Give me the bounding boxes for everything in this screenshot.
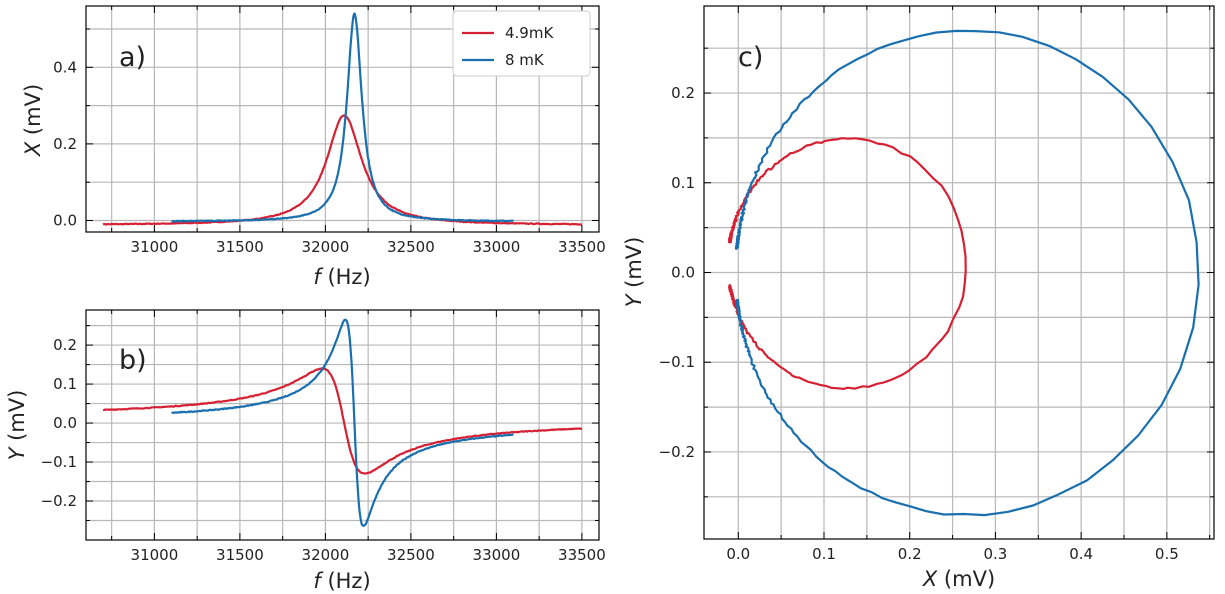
y-tick-label: −0.1 [41, 453, 77, 471]
y-tick-label: 0.1 [53, 375, 77, 393]
panel-b-ylabel: Y (mV) [5, 390, 29, 461]
y-tick-label: 0.1 [671, 174, 695, 192]
panel-c-series [727, 29, 1200, 517]
x-tick-label: 0.2 [898, 545, 922, 563]
panel-a-xlabel-var: f [313, 265, 324, 289]
panel-b-xlabel-unit: (Hz) [321, 569, 371, 593]
panel-a-ticks: 31000 31500 32000 32500 33000 33500 0.0 0.2 0.4 [53, 6, 606, 256]
panel-a-xlabel-unit: (Hz) [321, 265, 371, 289]
panel-c-grid [704, 6, 1214, 539]
panel-a-ylabel: X (mV) [21, 84, 45, 157]
series-line-b-4-9mk [102, 367, 583, 475]
panel-b-grid [86, 310, 599, 540]
y-tick-label: 0.4 [53, 58, 77, 76]
panel-b-label: b) [119, 345, 147, 376]
panel-c-xlabel-unit: (mV) [937, 567, 995, 591]
x-tick-label: 32000 [302, 238, 350, 256]
x-tick-label: 31500 [216, 238, 264, 256]
legend-entry-4-9mk: 4.9mK [505, 24, 554, 42]
panel-b-xlabel-var: f [313, 569, 324, 593]
panel-a-xlabel: f (Hz) [313, 265, 370, 289]
panel-a-frame [85, 5, 600, 233]
panel-b: 31000 31500 32000 32500 33000 33500 −0.2 −0.1 0.… [5, 309, 606, 593]
panel-c-ylabel-unit: (mV) [622, 237, 646, 295]
panel-b-xlabel: f (Hz) [313, 569, 370, 593]
y-tick-label: 0.0 [671, 264, 695, 282]
x-tick-label: 32500 [387, 238, 435, 256]
x-tick-label: 0.0 [726, 545, 750, 563]
panel-c-ylabel-var: Y [622, 292, 646, 307]
panel-a-series [102, 12, 583, 226]
panel-a: 31000 31500 32000 32500 33000 335000.00.20.4 … [21, 5, 606, 289]
y-tick-label: −0.1 [659, 353, 695, 371]
x-tick-label: 33000 [473, 238, 521, 256]
panel-c: 0.0 0.1 0.2 0.3 0.4 0.5 −0.2 −0.1 0.0 0.1 0.2 c) X… [622, 5, 1215, 591]
x-tick-label: 0.3 [983, 545, 1007, 563]
legend: 4.9mK 8 mK [452, 10, 591, 77]
x-tick-label: 31500 [216, 546, 264, 564]
y-tick-label: 0.0 [53, 212, 77, 230]
x-tick-label: 0.5 [1155, 545, 1179, 563]
panel-a-ylabel-unit: (mV) [21, 84, 45, 142]
x-tick-label: 31000 [131, 546, 179, 564]
series-line-c-4-9mk [727, 137, 967, 390]
x-tick-label: 31000 [131, 238, 179, 256]
y-tick-label: 0.2 [53, 336, 77, 354]
y-tick-label: 0.0 [53, 414, 77, 432]
series-line-a-4-9mk [102, 114, 583, 226]
panel-a-ylabel-var: X [21, 141, 45, 157]
series-line-a-8-mk [171, 12, 514, 223]
panel-b-ticks: 31000 31500 32000 32500 33000 33500 −0.2 −0.1 0.… [41, 310, 606, 564]
series-line-c-8-mk [734, 29, 1200, 517]
panel-a-label: a) [119, 42, 146, 73]
x-tick-label: 0.4 [1069, 545, 1093, 563]
panel-b-ylabel-unit: (mV) [5, 390, 29, 448]
x-tick-label: 33500 [558, 546, 606, 564]
x-tick-label: 32000 [302, 546, 350, 564]
legend-entry-8mk: 8 mK [505, 51, 545, 69]
y-tick-label: 0.2 [53, 135, 77, 153]
y-tick-label: −0.2 [41, 492, 77, 510]
x-tick-label: 32500 [387, 546, 435, 564]
panel-c-xlabel: X (mV) [922, 567, 995, 591]
x-tick-label: 33000 [473, 546, 521, 564]
series-line-b-8-mk [171, 318, 514, 528]
x-tick-label: 33500 [558, 238, 606, 256]
panel-c-xlabel-var: X [922, 567, 938, 591]
panel-c-ylabel: Y (mV) [622, 237, 646, 308]
panel-b-frame [85, 309, 600, 541]
panel-b-ylabel-var: Y [5, 445, 29, 460]
panel-c-label: c) [738, 42, 763, 73]
panel-b-series [102, 318, 583, 528]
y-tick-label: 0.2 [671, 84, 695, 102]
x-tick-label: 0.1 [812, 545, 836, 563]
y-tick-label: −0.2 [659, 443, 695, 461]
panel-c-ticks: 0.0 0.1 0.2 0.3 0.4 0.5 −0.2 −0.1 0.0 0.1 0.2 [659, 6, 1214, 563]
